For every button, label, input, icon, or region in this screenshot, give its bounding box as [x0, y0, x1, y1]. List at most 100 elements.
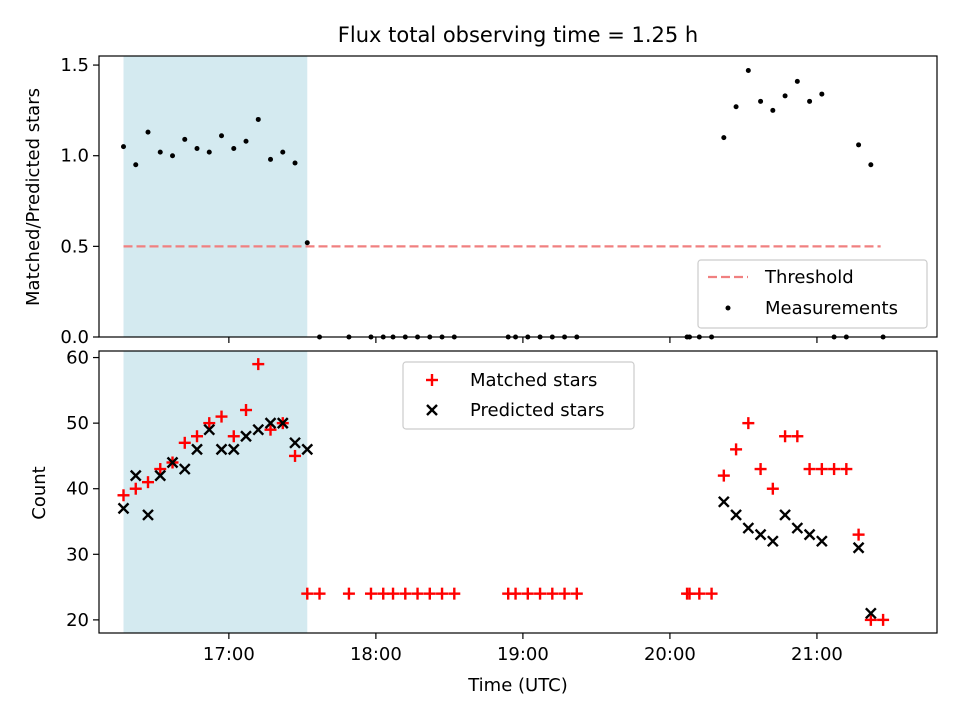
bottom-panel: 20 30 40 50 60 17:00 18:00 19:00 20:00 21:00 Cou… — [29, 348, 938, 696]
matched-star-point — [509, 587, 522, 600]
top-y-axis-label: Matched/Predicted stars — [23, 88, 44, 306]
predicted-star-point — [742, 522, 755, 534]
predicted-star-point — [215, 443, 228, 456]
top-panel: 0.0 0.5 1.0 1.5 Matched/Predicted stars Thr… — [23, 55, 938, 348]
measurement-point — [745, 68, 751, 74]
predicted-star-point — [264, 417, 277, 429]
predicted-star-point — [166, 456, 179, 469]
matched-star-point — [154, 463, 167, 476]
matched-star-point — [364, 587, 377, 600]
predicted-star-point — [142, 509, 154, 521]
predicted-stars-legend-swatch — [426, 404, 438, 416]
bottom-y-ticks: 20 30 40 50 60 — [66, 348, 99, 631]
matched-star-point — [815, 463, 828, 476]
measurement-point — [231, 145, 237, 151]
top-x-ticks — [228, 337, 818, 343]
measurement-point — [170, 153, 176, 159]
matched-star-point — [828, 463, 841, 476]
matched-star-point — [864, 613, 877, 626]
matched-star-point — [203, 417, 216, 430]
measurement-point — [194, 145, 200, 151]
matched-star-point — [399, 587, 412, 600]
measurement-point — [121, 144, 127, 150]
measurements-legend-label: Measurements — [765, 298, 898, 319]
matched-star-point — [178, 436, 191, 449]
matched-star-point — [227, 430, 240, 443]
matched-star-point — [730, 443, 743, 456]
matched-star-point — [289, 449, 302, 462]
bottom-legend: Matched stars Predicted stars — [402, 361, 635, 430]
measurement-point — [206, 149, 212, 155]
predicted-star-point — [852, 541, 865, 554]
bottom-x-axis-label: Time (UTC) — [467, 675, 568, 696]
top-y-ticks: 0.0 0.5 1.0 1.5 — [60, 55, 99, 348]
matched-star-point — [301, 587, 314, 600]
predicted-star-point — [117, 502, 130, 515]
bottom-y-tick-label: 30 — [66, 544, 89, 565]
matched-star-point — [877, 613, 890, 626]
matched-star-point — [423, 587, 436, 600]
measurement-point — [255, 116, 261, 122]
count-points — [117, 358, 890, 626]
matched-star-point — [313, 587, 326, 600]
matched-star-point — [791, 430, 804, 443]
matched-star-point — [129, 482, 142, 495]
top-shaded-interval — [123, 56, 308, 337]
matched-star-point — [534, 587, 547, 600]
matched-star-point — [448, 587, 461, 600]
predicted-star-point — [227, 443, 240, 456]
predicted-star-point — [766, 535, 779, 548]
top-y-tick-label: 1.5 — [60, 55, 89, 76]
predicted-star-point — [252, 423, 265, 436]
predicted-star-point — [154, 469, 167, 482]
matched-star-point — [264, 423, 277, 436]
matched-star-point — [215, 410, 228, 423]
matched-star-point — [191, 430, 204, 443]
top-legend: Threshold Measurements — [697, 259, 928, 329]
matched-star-point — [521, 587, 534, 600]
top-axes-frame — [98, 55, 938, 338]
predicted-star-point — [803, 528, 816, 541]
bottom-x-tick-label: 19:00 — [497, 644, 549, 665]
matched-star-point — [779, 430, 792, 443]
predicted-star-point — [730, 509, 742, 521]
predicted-star-point — [779, 509, 791, 521]
predicted-star-point — [276, 417, 289, 429]
predicted-star-point — [191, 443, 203, 456]
matched-star-point — [411, 587, 424, 600]
matched-star-point — [342, 587, 355, 600]
threshold-legend-label: Threshold — [764, 267, 854, 288]
measurement-point — [280, 149, 286, 155]
matched-star-point — [803, 463, 816, 476]
predicted-star-point — [815, 535, 828, 548]
figure-title: Flux total observing time = 1.25 h — [338, 23, 698, 47]
predicted-star-point — [791, 522, 804, 534]
bottom-x-tick-label: 18:00 — [350, 644, 402, 665]
predicted-star-point — [301, 443, 314, 456]
measurement-point — [219, 133, 225, 139]
measurement-point — [157, 149, 163, 155]
predicted-star-point — [289, 436, 301, 449]
measurement-point — [243, 138, 249, 144]
matched-star-point — [252, 358, 265, 371]
bottom-y-tick-label: 50 — [66, 413, 89, 434]
measurement-point — [770, 107, 776, 113]
measurement-point — [819, 91, 825, 97]
measurement-point — [292, 160, 298, 166]
top-y-tick-label: 1.0 — [60, 146, 89, 167]
measurement-point — [794, 78, 800, 84]
bottom-axes-frame — [98, 350, 938, 634]
matched-star-point — [142, 476, 155, 489]
bottom-x-ticks: 17:00 18:00 19:00 20:00 21:00 — [203, 633, 843, 665]
bottom-x-tick-label: 17:00 — [203, 644, 255, 665]
matched-star-point — [742, 417, 755, 430]
measurement-point — [145, 129, 151, 135]
matched-star-point — [436, 587, 449, 600]
matched-star-point — [754, 463, 767, 476]
bottom-x-tick-label: 20:00 — [644, 644, 696, 665]
measurement-point — [758, 98, 764, 104]
matched-star-point — [705, 587, 718, 600]
matched-star-point — [570, 587, 583, 600]
matched-star-point — [240, 404, 253, 417]
